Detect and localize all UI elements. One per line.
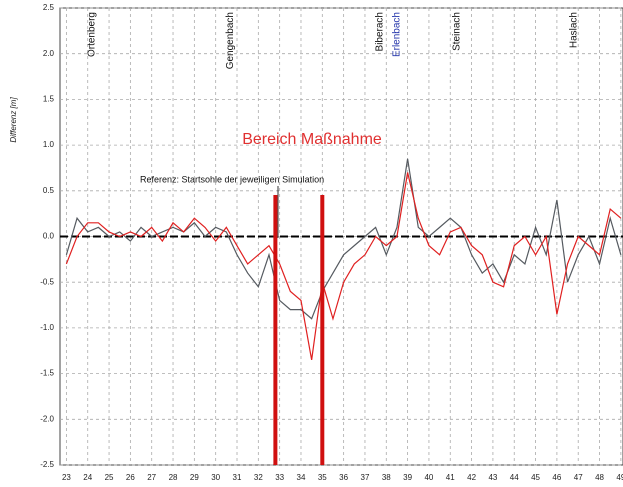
y-tick-label: 0.5 <box>43 186 55 195</box>
series-line <box>65 158 622 320</box>
place-label: Gengenbach <box>225 12 236 69</box>
y-tick-label: 1.5 <box>43 95 55 104</box>
x-tick-label: 43 <box>488 473 497 482</box>
annotation: Bereich Maßnahme <box>242 131 382 148</box>
place-label: Haslach <box>569 12 580 48</box>
y-axis-label: Differenz [m] <box>9 97 18 143</box>
y-tick-label: 2.5 <box>43 3 55 12</box>
x-tick-label: 45 <box>531 473 540 482</box>
x-tick-label: 26 <box>126 473 135 482</box>
x-tick-label: 35 <box>318 473 327 482</box>
x-tick-label: 38 <box>382 473 391 482</box>
y-tick-label: -1.5 <box>40 369 54 378</box>
series-line <box>65 172 622 360</box>
x-tick-label: 42 <box>467 473 476 482</box>
place-label: Steinach <box>451 12 462 51</box>
y-tick-label: -1.0 <box>40 323 54 332</box>
x-tick-label: 29 <box>190 473 199 482</box>
x-tick-label: 30 <box>211 473 220 482</box>
x-tick-label: 25 <box>105 473 114 482</box>
place-label: Erlenbach <box>392 12 403 57</box>
x-tick-label: 48 <box>595 473 604 482</box>
place-label: Biberach <box>375 12 386 51</box>
y-tick-label: 0.0 <box>43 232 55 241</box>
x-tick-label: 28 <box>169 473 178 482</box>
x-tick-label: 37 <box>361 473 370 482</box>
x-tick-label: 31 <box>233 473 242 482</box>
x-tick-label: 36 <box>339 473 348 482</box>
y-tick-label: -2.5 <box>40 460 54 469</box>
x-tick-label: 39 <box>403 473 412 482</box>
y-tick-label: 2.0 <box>43 49 55 58</box>
x-tick-label: 34 <box>297 473 306 482</box>
x-tick-label: 49 <box>616 473 623 482</box>
y-tick-label: 1.0 <box>43 140 55 149</box>
x-tick-label: 33 <box>275 473 284 482</box>
y-tick-label: -2.0 <box>40 414 54 423</box>
x-tick-label: 27 <box>147 473 156 482</box>
x-tick-label: 32 <box>254 473 263 482</box>
y-tick-label: -0.5 <box>40 277 54 286</box>
x-tick-label: 23 <box>62 473 71 482</box>
x-tick-label: 41 <box>446 473 455 482</box>
x-tick-label: 47 <box>574 473 583 482</box>
place-label: Ortenberg <box>87 12 98 57</box>
x-tick-label: 46 <box>552 473 561 482</box>
annotation: Referenz: Startsohle der jeweiligen Simu… <box>140 174 324 184</box>
x-tick-label: 44 <box>510 473 519 482</box>
x-tick-label: 40 <box>424 473 433 482</box>
x-tick-label: 24 <box>83 473 92 482</box>
